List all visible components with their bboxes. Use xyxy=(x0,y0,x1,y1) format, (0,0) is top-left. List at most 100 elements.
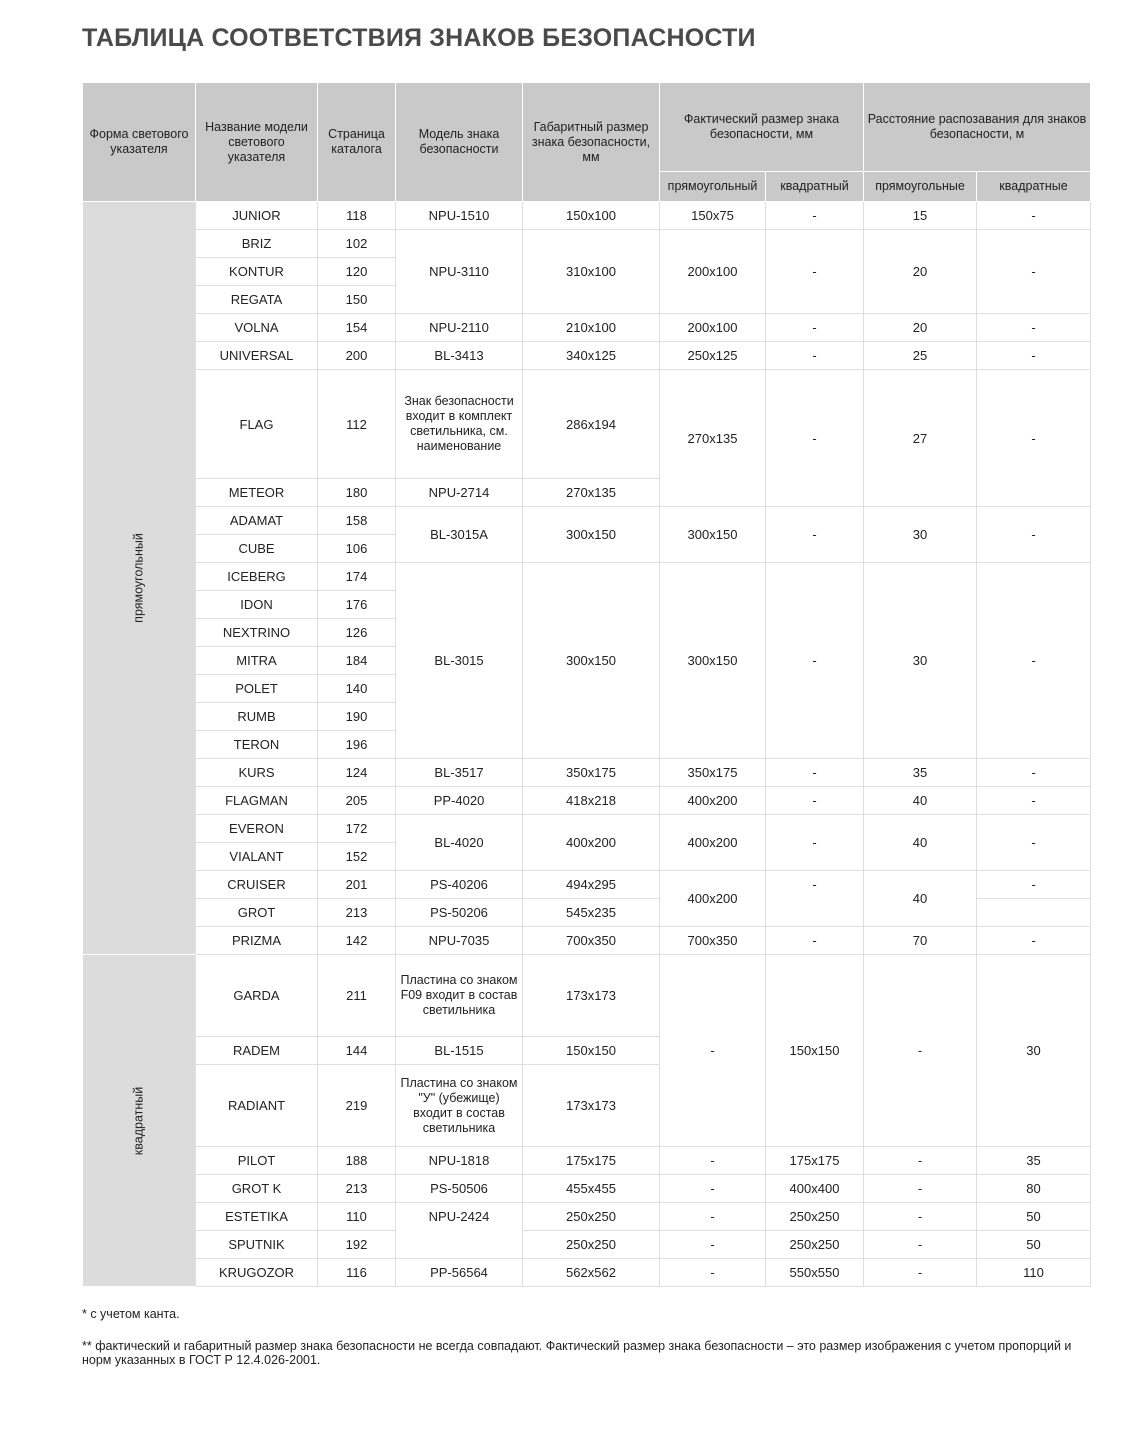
table-row: квадратный GARDA 211 Пластина со знаком F09… xyxy=(82,954,1092,1287)
table-cell: 250x250 xyxy=(522,1202,660,1231)
table-row: прямоугольный JUNIOR 118 NPU-1510 150x100 150… xyxy=(82,201,1092,955)
table-cell: 400x200 xyxy=(522,814,660,871)
table-cell: - xyxy=(863,1202,977,1231)
table-row: POLET 140 xyxy=(83,674,1091,703)
table-cell: 173x173 xyxy=(522,1064,660,1147)
table-cell: 250x125 xyxy=(659,341,766,370)
footnote-2: ** фактический и габаритный размер знака… xyxy=(82,1339,1072,1367)
table-row: TERON 196 xyxy=(83,730,1091,759)
table-cell: GROT K xyxy=(195,1174,318,1203)
table-cell: - xyxy=(975,870,1092,899)
table-cell: 400x200 xyxy=(659,870,766,927)
table-cell: 700x350 xyxy=(659,926,766,955)
table-cell: 494x295 xyxy=(522,870,660,899)
table-cell: 150x75 xyxy=(659,201,766,230)
table-cell: 211 xyxy=(317,954,396,1037)
table-cell: 70 xyxy=(863,926,977,955)
table-cell: BL-1515 xyxy=(395,1036,523,1065)
table-row: PRIZMA 142 NPU-7035 700x350 700x350-70- xyxy=(83,926,1092,955)
header-overall-size: Габаритный размер знака безопасности, мм xyxy=(522,82,660,202)
table-cell: 700x350 xyxy=(522,926,660,955)
table-cell: 140 xyxy=(317,674,396,703)
table-cell: GARDA xyxy=(195,954,318,1037)
table-row: IDON 176 xyxy=(83,590,1091,619)
table-cell: 300x150 xyxy=(659,562,766,759)
table-cell: 124 xyxy=(317,758,396,787)
table-cell: RUMB xyxy=(195,702,318,731)
table-cell: 102 xyxy=(317,229,396,258)
table-cell: JUNIOR xyxy=(195,201,318,230)
table-cell: 205 xyxy=(317,786,396,815)
table-cell: 418x218 xyxy=(522,786,660,815)
table-cell: - xyxy=(765,814,864,871)
table-cell: 30 xyxy=(863,506,977,563)
table-cell: - xyxy=(659,1258,766,1287)
table-cell: 172 xyxy=(317,814,396,843)
shape-group-cell: квадратный xyxy=(82,954,196,1287)
table-cell: - xyxy=(765,341,864,370)
table-cell: 150x100 xyxy=(522,201,660,230)
table-cell: NPU-2714 xyxy=(395,478,523,507)
table-cell: 158 xyxy=(317,506,396,535)
table-cell: KURS xyxy=(195,758,318,787)
table-cell: 150 xyxy=(317,285,396,314)
table-cell: 250x250 xyxy=(765,1230,864,1259)
table-cell: 188 xyxy=(317,1146,396,1175)
table-cell: 126 xyxy=(317,618,396,647)
table-cell: 201 xyxy=(317,870,396,899)
table-cell: POLET xyxy=(195,674,318,703)
table-cell: PS-40206 xyxy=(395,870,523,899)
table-cell: CUBE xyxy=(195,534,318,563)
table-cell: Знак безопасности входит в комплект свет… xyxy=(395,369,523,479)
table-cell: 455x455 xyxy=(522,1174,660,1203)
table-cell: PILOT xyxy=(195,1146,318,1175)
table-cell: METEOR xyxy=(195,478,318,507)
table-cell: - xyxy=(975,786,1092,815)
table-cell: - xyxy=(659,1230,766,1259)
table-cell: 40 xyxy=(863,870,977,927)
table-cell: CRUISER xyxy=(195,870,318,899)
table-cell: - xyxy=(659,1146,766,1175)
table-cell: UNIVERSAL xyxy=(195,341,318,370)
table-cell: BL-3015 xyxy=(395,562,523,759)
table-cell: - xyxy=(975,926,1092,955)
table-cell: BL-3015A xyxy=(395,506,523,563)
table-cell: - xyxy=(975,562,1092,759)
table-row: KURS 124 BL-3517 350x175 350x175-35- xyxy=(83,758,1092,787)
table-cell: 400x200 xyxy=(659,814,766,871)
table-cell: 219 xyxy=(317,1064,396,1147)
table-cell: - xyxy=(765,562,864,759)
table-cell: 80 xyxy=(975,1174,1092,1203)
table-row: NEXTRINO 126 xyxy=(83,618,1091,647)
table-cell: - xyxy=(765,313,864,342)
header-shape: Форма светового указателя xyxy=(82,82,196,202)
table-cell: - xyxy=(863,1258,977,1287)
table-row: KONTUR 120 xyxy=(83,257,1091,286)
table-row: METEOR 180 NPU-2714 270x135 xyxy=(83,478,1091,507)
table-cell: - xyxy=(863,1174,977,1203)
table-row: KRUGOZOR 116 PP-56564 562x562-550x550-110 xyxy=(83,1258,1092,1287)
table-row: VIALANT 152 xyxy=(83,842,1091,871)
table-row: GROT 213 PS-50206 545x235 xyxy=(83,898,1092,927)
table-cell: 400x200 xyxy=(659,786,766,815)
header-sign-model: Модель знака безопасности xyxy=(395,82,523,202)
table-row: GROT K 213 PS-50506 455x455-400x400-80 xyxy=(83,1174,1092,1203)
table-cell: PP-56564 xyxy=(395,1258,523,1287)
table-cell: 106 xyxy=(317,534,396,563)
table-cell: 562x562 xyxy=(522,1258,660,1287)
table-cell: RADIANT xyxy=(195,1064,318,1147)
table-row: FLAG 112 Знак безопасности входит в компле… xyxy=(83,369,1092,507)
table-cell: TERON xyxy=(195,730,318,759)
table-cell: 350x175 xyxy=(659,758,766,787)
table-row: MITRA 184 xyxy=(83,646,1091,675)
table-cell: - xyxy=(765,870,864,927)
table-cell: 550x550 xyxy=(765,1258,864,1287)
table-cell: NPU-2110 xyxy=(395,313,523,342)
table-cell: 175x175 xyxy=(765,1146,864,1175)
table-cell: 50 xyxy=(975,1202,1092,1231)
table-cell: - xyxy=(975,369,1092,507)
table-cell: PP-4020 xyxy=(395,786,523,815)
table-cell: SPUTNIK xyxy=(195,1230,318,1259)
table-cell: 213 xyxy=(317,1174,396,1203)
table-body: прямоугольный JUNIOR 118 NPU-1510 150x100 150… xyxy=(82,201,1092,1287)
